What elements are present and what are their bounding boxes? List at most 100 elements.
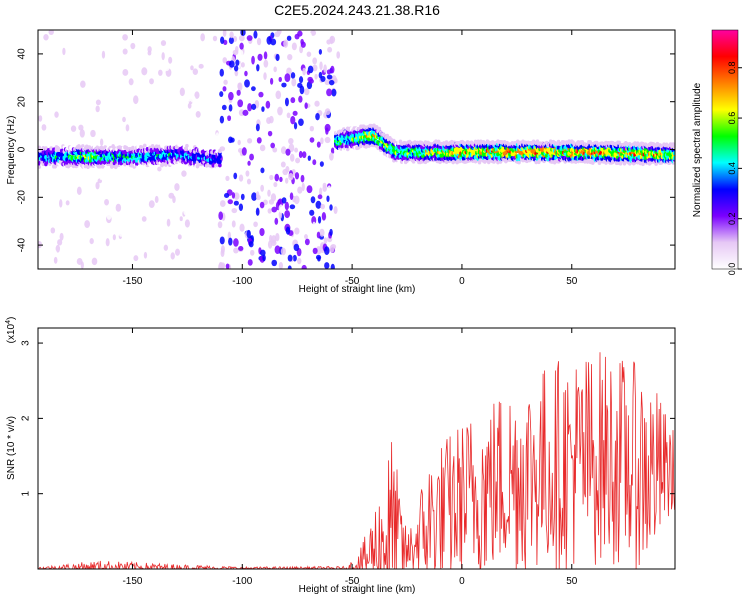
spectrogram-noise-cell xyxy=(260,184,265,192)
spectrogram-noise-cell xyxy=(269,174,274,181)
spectrogram-noise-cell xyxy=(259,201,265,209)
spectrogram-noise-cell xyxy=(104,108,110,116)
spectrogram-noise-cell xyxy=(242,240,248,248)
spectrogram-noise-cell xyxy=(295,157,301,164)
spectrogram-panel: -150 -100 -50 0 50 -40 -20 0 20 40 Height of str… xyxy=(6,29,676,295)
spectrogram-noise-cell xyxy=(324,246,330,256)
spectrogram-ridge-cell xyxy=(203,146,208,151)
spectrogram-noise-cell xyxy=(250,249,255,256)
spectrogram-x-tick-label: 0 xyxy=(459,276,465,287)
snr-y-tick-label: 1 xyxy=(21,490,32,496)
spectrogram-noise-cell xyxy=(105,61,110,70)
spectrogram-noise-cell xyxy=(247,160,251,166)
spectrogram-noise-cell xyxy=(271,259,278,267)
spectrogram-noise-cell xyxy=(291,42,297,51)
spectrogram-noise-cell xyxy=(294,33,300,40)
spectrogram-noise-cell xyxy=(312,64,318,72)
spectrogram-ridge-cell xyxy=(177,142,181,147)
snr-x-label: Height of straight line (km) xyxy=(299,584,416,595)
colorbar-label: Normalized spectral amplitude xyxy=(692,82,703,217)
spectrogram-noise-cell xyxy=(287,53,293,61)
spectrogram-noise-cell xyxy=(246,96,253,105)
spectrogram-noise-cell xyxy=(319,32,325,39)
spectrogram-noise-cell xyxy=(43,34,49,41)
spectrogram-noise-cell xyxy=(274,245,281,254)
colorbar-gradient xyxy=(711,29,739,270)
spectrogram-noise-cell xyxy=(256,137,262,144)
spectrogram-noise-cell xyxy=(65,233,70,242)
spectrogram-noise-cell xyxy=(87,50,93,59)
spectrogram-noise-cell xyxy=(158,128,163,135)
spectrogram-noise-cell xyxy=(46,138,50,144)
snr-x-tick-label: -100 xyxy=(232,576,252,587)
spectrogram-noise-cell xyxy=(297,186,303,194)
spectrogram-noise-cell xyxy=(40,224,45,230)
spectrogram-noise-cell xyxy=(280,146,287,155)
spectrogram-noise-cell xyxy=(222,86,227,92)
spectrogram-noise-cell xyxy=(255,123,260,132)
spectrogram-noise-cell xyxy=(219,91,224,98)
spectrogram-noise-cell xyxy=(324,108,331,116)
spectrogram-noise-cell xyxy=(284,73,291,82)
spectrogram-noise-cell xyxy=(112,91,118,97)
spectrogram-noise-cell xyxy=(99,138,104,147)
spectrogram-noise-cell xyxy=(125,124,130,132)
spectrogram-noise-cell xyxy=(237,139,241,146)
spectrogram-noise-cell xyxy=(326,74,333,80)
spectrogram-noise-cell xyxy=(269,77,274,85)
spectrogram-noise-cell xyxy=(122,48,128,55)
spectrogram-noise-cell xyxy=(298,76,304,84)
spectrogram-noise-cell xyxy=(199,190,206,197)
spectrogram-noise-cell xyxy=(263,72,267,81)
spectrogram-noise-cell xyxy=(261,37,267,44)
spectrogram-ridge-cell xyxy=(154,144,159,149)
spectrogram-y-tick-label: -20 xyxy=(17,190,28,205)
spectrogram-noise-cell xyxy=(240,30,246,37)
spectrogram-noise-cell xyxy=(297,82,303,88)
spectrogram-noise-cell xyxy=(329,152,334,161)
spectrogram-noise-cell xyxy=(260,249,266,257)
spectrogram-noise-cell xyxy=(104,198,109,206)
spectrogram-noise-cell xyxy=(255,207,260,216)
spectrogram-noise-cell xyxy=(143,176,148,182)
spectrogram-noise-cell xyxy=(53,249,57,257)
spectrogram-noise-cell xyxy=(297,257,302,265)
spectrogram-noise-cell xyxy=(279,176,283,183)
spectrogram-noise-cell xyxy=(194,91,200,99)
spectrogram-noise-cell xyxy=(314,222,320,230)
spectrogram-noise-cell xyxy=(232,49,239,56)
snr-y-tick-label: 2 xyxy=(21,415,32,421)
spectrogram-noise-cell xyxy=(316,141,321,148)
spectrogram-noise-cell xyxy=(307,155,311,161)
spectrogram-noise-cell xyxy=(227,115,232,122)
spectrogram-noise-cell xyxy=(183,208,189,216)
spectrogram-noise-cell xyxy=(233,200,239,206)
spectrogram-noise-cell xyxy=(235,59,240,66)
spectrogram-noise-cell xyxy=(263,59,269,68)
spectrogram-noise-cell xyxy=(284,210,291,219)
spectrogram-noise-cell xyxy=(89,238,94,245)
spectrogram-noise-cell xyxy=(136,123,140,132)
spectrogram-noise-cell xyxy=(290,72,296,79)
spectrogram-noise-cell xyxy=(221,170,226,177)
spectrogram-ridge-cell xyxy=(622,161,627,166)
spectrogram-noise-cell xyxy=(49,49,54,59)
spectrogram-noise-cell xyxy=(240,62,245,68)
spectrogram-noise-cell xyxy=(305,216,309,225)
spectrogram-noise-cell xyxy=(257,53,263,61)
spectrogram-noise-cell xyxy=(190,79,195,85)
spectrogram-noise-cell xyxy=(320,137,324,145)
spectrogram-noise-cell xyxy=(273,181,278,188)
spectrogram-noise-cell xyxy=(118,231,124,237)
spectrogram-noise-cell xyxy=(220,36,225,44)
spectrogram-noise-cell xyxy=(170,252,175,260)
spectrogram-noise-cell xyxy=(238,49,244,59)
spectrogram-noise-cell xyxy=(312,221,316,230)
spectrogram-noise-cell xyxy=(215,132,219,141)
spectrogram-noise-cell xyxy=(263,199,268,206)
colorbar-tick-label: 0.6 xyxy=(727,112,737,125)
spectrogram-noise-cell xyxy=(238,174,244,182)
spectrogram-noise-cell xyxy=(158,69,163,76)
spectrogram-noise-cell xyxy=(287,254,293,262)
spectrogram-noise-cell xyxy=(268,199,275,205)
